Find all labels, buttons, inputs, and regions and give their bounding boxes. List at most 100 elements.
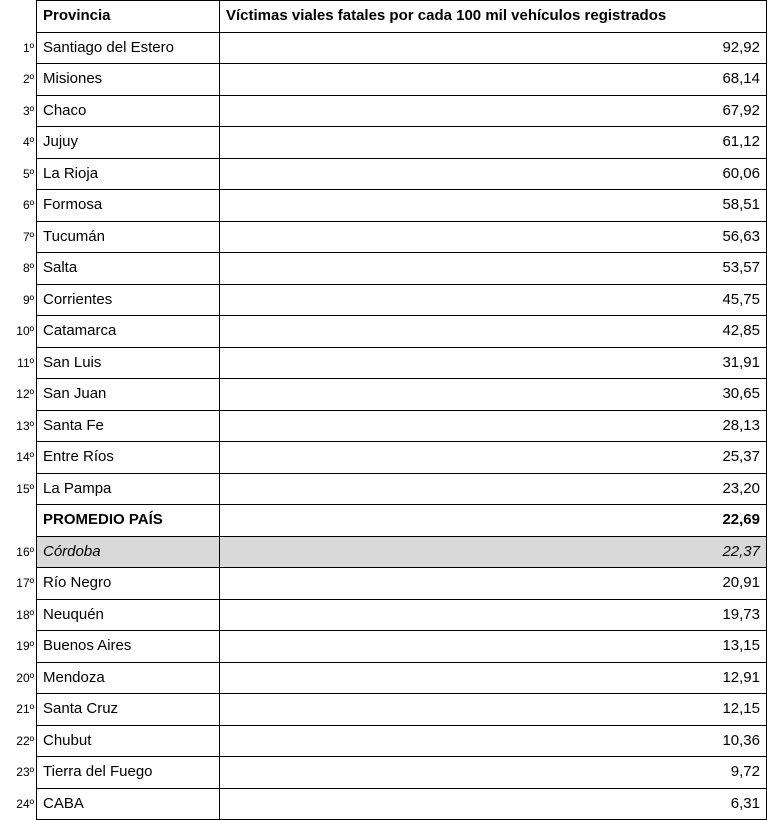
rank-cell: 8º	[0, 253, 37, 285]
rank-cell: 16º	[0, 536, 37, 568]
rank-cell: 22º	[0, 725, 37, 757]
header-value: Víctimas viales fatales por cada 100 mil…	[220, 1, 767, 33]
provincia-cell: Salta	[37, 253, 220, 285]
rank-cell: 19º	[0, 631, 37, 663]
table-row: 3ºChaco67,92	[0, 95, 767, 127]
rank-cell: 10º	[0, 316, 37, 348]
value-cell: 61,12	[220, 127, 767, 159]
table-row: 16ºCórdoba22,37	[0, 536, 767, 568]
value-cell: 13,15	[220, 631, 767, 663]
value-cell: 12,91	[220, 662, 767, 694]
table-row: PROMEDIO PAÍS22,69	[0, 505, 767, 537]
value-cell: 92,92	[220, 32, 767, 64]
value-cell: 30,65	[220, 379, 767, 411]
value-cell: 6,31	[220, 788, 767, 820]
header-rank	[0, 1, 37, 33]
value-cell: 20,91	[220, 568, 767, 600]
rank-cell: 15º	[0, 473, 37, 505]
provincia-cell: Santa Cruz	[37, 694, 220, 726]
provincia-cell: Tucumán	[37, 221, 220, 253]
table-row: 20ºMendoza12,91	[0, 662, 767, 694]
rank-cell: 23º	[0, 757, 37, 789]
value-cell: 9,72	[220, 757, 767, 789]
value-cell: 45,75	[220, 284, 767, 316]
rank-cell: 4º	[0, 127, 37, 159]
rank-cell: 9º	[0, 284, 37, 316]
rank-cell: 1º	[0, 32, 37, 64]
value-cell: 56,63	[220, 221, 767, 253]
value-cell: 22,37	[220, 536, 767, 568]
provincia-cell: Córdoba	[37, 536, 220, 568]
rank-cell: 5º	[0, 158, 37, 190]
fatalities-table: Provincia Víctimas viales fatales por ca…	[0, 0, 767, 820]
rank-cell: 13º	[0, 410, 37, 442]
provincia-cell: CABA	[37, 788, 220, 820]
provincia-cell: Catamarca	[37, 316, 220, 348]
table-row: 18ºNeuquén19,73	[0, 599, 767, 631]
provincia-cell: Chubut	[37, 725, 220, 757]
value-cell: 42,85	[220, 316, 767, 348]
value-cell: 68,14	[220, 64, 767, 96]
table-row: 9ºCorrientes45,75	[0, 284, 767, 316]
table-row: 24ºCABA6,31	[0, 788, 767, 820]
value-cell: 10,36	[220, 725, 767, 757]
table-row: 4ºJujuy61,12	[0, 127, 767, 159]
header-provincia: Provincia	[37, 1, 220, 33]
table-row: 22ºChubut10,36	[0, 725, 767, 757]
provincia-cell: Santiago del Estero	[37, 32, 220, 64]
rank-cell: 20º	[0, 662, 37, 694]
table-row: 7ºTucumán56,63	[0, 221, 767, 253]
table-row: 11ºSan Luis31,91	[0, 347, 767, 379]
rank-cell: 21º	[0, 694, 37, 726]
provincia-cell: San Luis	[37, 347, 220, 379]
table-row: 13ºSanta Fe28,13	[0, 410, 767, 442]
value-cell: 25,37	[220, 442, 767, 474]
table-row: 21ºSanta Cruz12,15	[0, 694, 767, 726]
provincia-cell: San Juan	[37, 379, 220, 411]
value-cell: 58,51	[220, 190, 767, 222]
rank-cell: 11º	[0, 347, 37, 379]
value-cell: 67,92	[220, 95, 767, 127]
value-cell: 53,57	[220, 253, 767, 285]
value-cell: 12,15	[220, 694, 767, 726]
table-row: 10ºCatamarca42,85	[0, 316, 767, 348]
rank-cell: 14º	[0, 442, 37, 474]
table-row: 14ºEntre Ríos25,37	[0, 442, 767, 474]
rank-cell: 2º	[0, 64, 37, 96]
table-row: 5ºLa Rioja60,06	[0, 158, 767, 190]
provincia-cell: Entre Ríos	[37, 442, 220, 474]
value-cell: 60,06	[220, 158, 767, 190]
rank-cell: 6º	[0, 190, 37, 222]
table-row: 2ºMisiones68,14	[0, 64, 767, 96]
table-row: 17ºRío Negro20,91	[0, 568, 767, 600]
provincia-cell: Jujuy	[37, 127, 220, 159]
provincia-cell: Formosa	[37, 190, 220, 222]
rank-cell	[0, 505, 37, 537]
provincia-cell: Corrientes	[37, 284, 220, 316]
provincia-cell: Neuquén	[37, 599, 220, 631]
table-row: 12ºSan Juan30,65	[0, 379, 767, 411]
value-cell: 19,73	[220, 599, 767, 631]
table-row: 23ºTierra del Fuego9,72	[0, 757, 767, 789]
rank-cell: 7º	[0, 221, 37, 253]
rank-cell: 17º	[0, 568, 37, 600]
provincia-cell: Santa Fe	[37, 410, 220, 442]
provincia-cell: La Rioja	[37, 158, 220, 190]
table-body: 1ºSantiago del Estero92,922ºMisiones68,1…	[0, 32, 767, 820]
header-row: Provincia Víctimas viales fatales por ca…	[0, 1, 767, 33]
value-cell: 28,13	[220, 410, 767, 442]
value-cell: 31,91	[220, 347, 767, 379]
provincia-cell: Río Negro	[37, 568, 220, 600]
rank-cell: 24º	[0, 788, 37, 820]
table-row: 19ºBuenos Aires13,15	[0, 631, 767, 663]
table-row: 15ºLa Pampa23,20	[0, 473, 767, 505]
table-row: 6ºFormosa58,51	[0, 190, 767, 222]
provincia-cell: Tierra del Fuego	[37, 757, 220, 789]
provincia-cell: Mendoza	[37, 662, 220, 694]
table-row: 1ºSantiago del Estero92,92	[0, 32, 767, 64]
table-row: 8ºSalta53,57	[0, 253, 767, 285]
provincia-cell: Chaco	[37, 95, 220, 127]
rank-cell: 12º	[0, 379, 37, 411]
provincia-cell: Buenos Aires	[37, 631, 220, 663]
provincia-cell: Misiones	[37, 64, 220, 96]
